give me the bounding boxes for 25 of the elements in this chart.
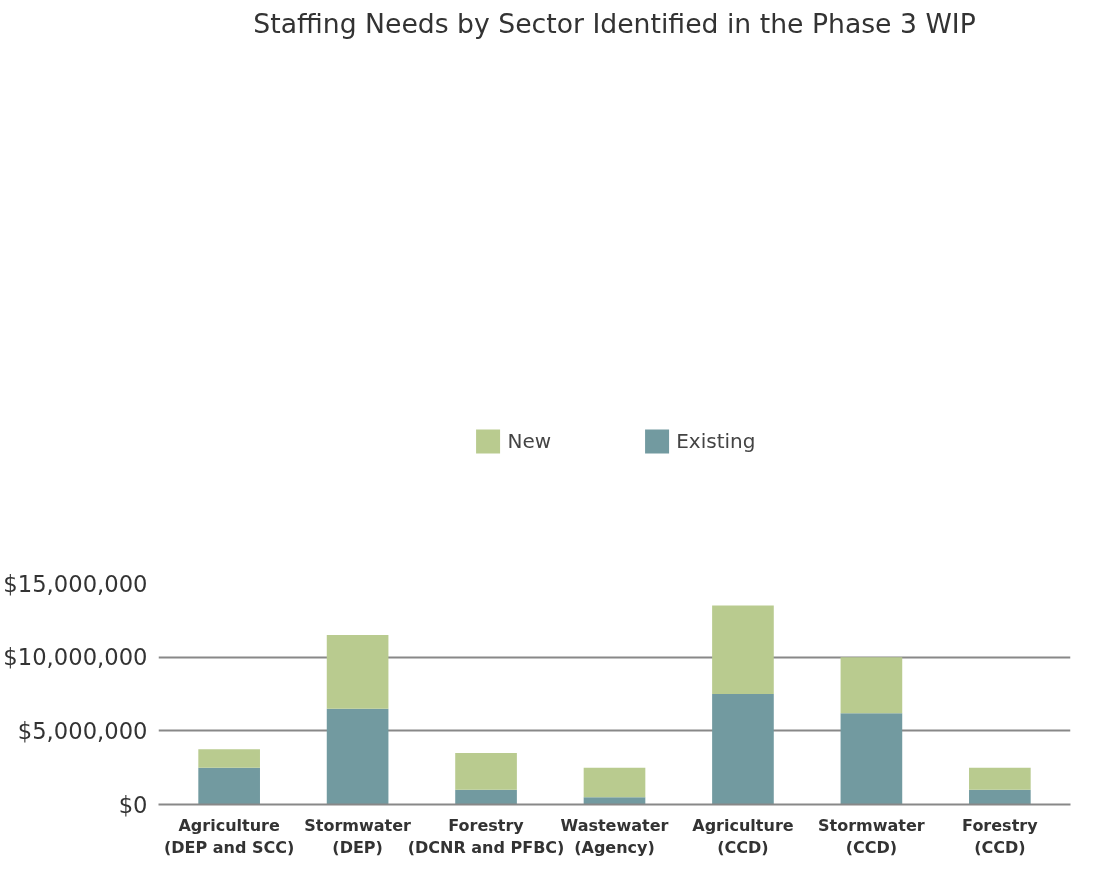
bar bbox=[583, 797, 646, 805]
y-tick-label: $5,000,000 bbox=[17, 717, 148, 744]
bar bbox=[969, 767, 1031, 790]
bar bbox=[198, 749, 260, 768]
bar bbox=[198, 767, 260, 805]
legend-label: Existing bbox=[676, 428, 756, 453]
bar bbox=[455, 789, 517, 805]
x-tick-label: Agriculture (CCD) bbox=[692, 815, 794, 858]
legend-label: New bbox=[507, 428, 552, 453]
y-tick-label: $15,000,000 bbox=[3, 570, 148, 597]
bar bbox=[326, 635, 389, 709]
chart-title: Staffing Needs by Sector Identified in the Phase 3 WIP bbox=[253, 7, 976, 39]
y-tick-label: $10,000,000 bbox=[3, 644, 148, 671]
x-tick-label: Agriculture (DEP and SCC) bbox=[163, 815, 295, 858]
bar bbox=[455, 752, 517, 790]
y-tick-label: $0 bbox=[118, 791, 148, 818]
bar bbox=[969, 789, 1031, 805]
bar bbox=[712, 605, 774, 694]
x-tick-label: Stormwater (CCD) bbox=[818, 815, 925, 858]
bar bbox=[840, 657, 903, 714]
bar bbox=[583, 767, 646, 798]
bar bbox=[326, 708, 389, 805]
bar bbox=[712, 694, 774, 805]
bar bbox=[840, 713, 903, 805]
x-tick-label: Forestry (CCD) bbox=[962, 815, 1039, 858]
